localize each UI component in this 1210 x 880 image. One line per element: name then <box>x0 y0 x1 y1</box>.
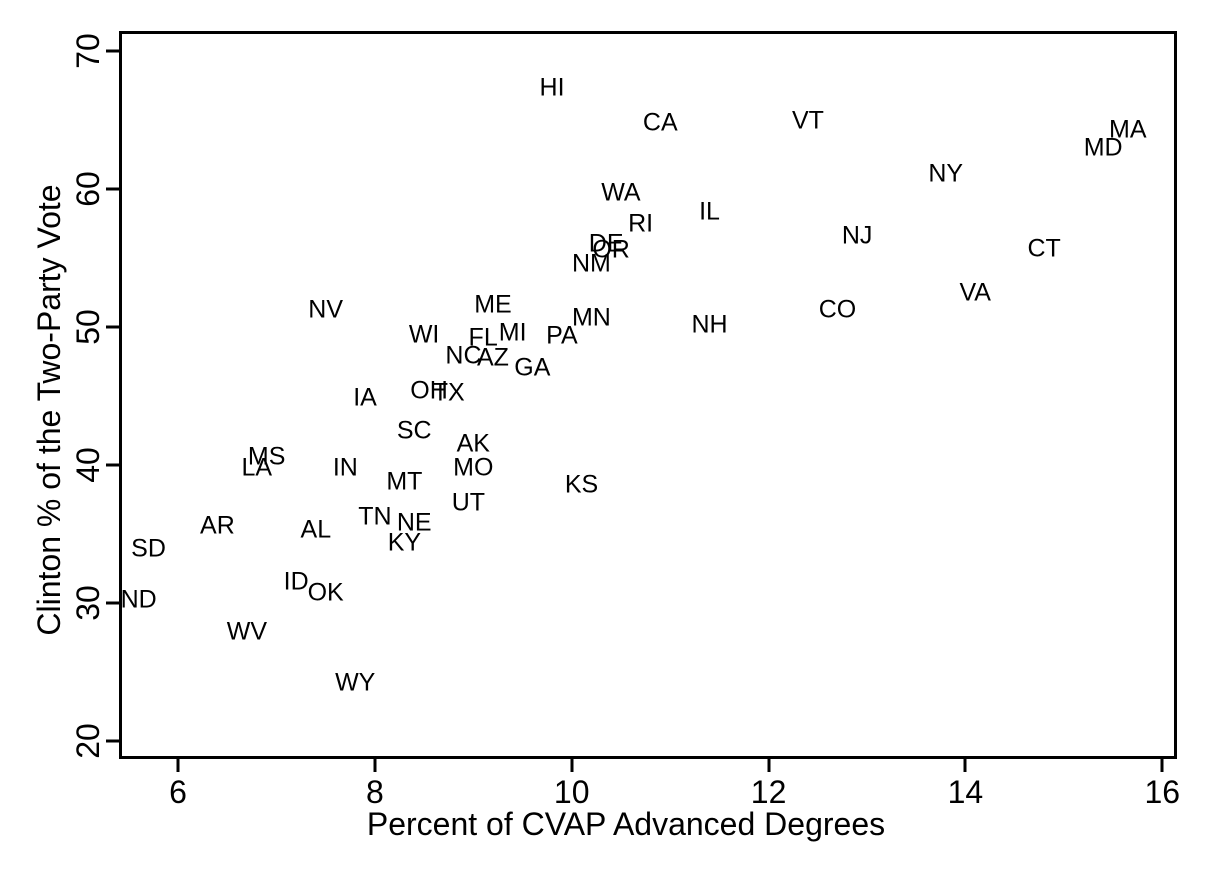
state-label-CA: CA <box>642 108 678 137</box>
y-tick-mark-20 <box>106 739 119 743</box>
y-tick-label-70: 70 <box>70 33 106 69</box>
state-label-SD: SD <box>131 534 166 563</box>
state-label-OK: OK <box>307 578 344 607</box>
state-label-MA: MA <box>1109 115 1147 144</box>
state-label-MT: MT <box>386 467 423 496</box>
state-label-LA: LA <box>241 453 273 482</box>
state-label-OH: OH <box>410 376 448 405</box>
state-label-TX: TX <box>432 378 465 407</box>
state-label-CT: CT <box>1027 234 1061 263</box>
plot-frame <box>119 31 1177 759</box>
state-label-ND: ND <box>120 585 157 614</box>
state-label-OR: OR <box>592 235 630 264</box>
state-label-DE: DE <box>588 229 624 258</box>
state-label-MO: MO <box>453 453 494 482</box>
state-label-AZ: AZ <box>477 343 509 372</box>
state-label-WI: WI <box>408 320 440 349</box>
state-label-NY: NY <box>928 159 964 188</box>
state-label-KS: KS <box>564 470 599 499</box>
state-label-CO: CO <box>818 295 857 324</box>
y-tick-label-40: 40 <box>70 447 106 483</box>
state-label-RI: RI <box>628 209 654 238</box>
y-tick-mark-50 <box>106 325 119 329</box>
state-label-MN: MN <box>571 303 611 332</box>
x-tick-mark-14 <box>963 759 967 772</box>
y-tick-label-60: 60 <box>70 171 106 207</box>
state-label-MS: MS <box>247 442 286 471</box>
state-label-NE: NE <box>396 508 432 537</box>
y-tick-label-20: 20 <box>70 723 106 759</box>
y-tick-mark-70 <box>106 49 119 53</box>
state-label-WA: WA <box>601 178 641 207</box>
state-label-FL: FL <box>468 323 498 352</box>
state-label-SC: SC <box>396 416 432 445</box>
state-label-VT: VT <box>791 106 824 135</box>
x-axis-title: Percent of CVAP Advanced Degrees <box>366 806 886 842</box>
state-label-AR: AR <box>200 511 235 540</box>
state-label-VA: VA <box>959 278 991 307</box>
y-axis-title: Clinton % of the Two-Party Vote <box>31 184 67 636</box>
state-label-KY: KY <box>387 528 422 557</box>
state-label-AK: AK <box>456 429 490 458</box>
x-tick-mark-8 <box>373 759 377 772</box>
state-label-NM: NM <box>571 249 611 278</box>
state-label-IA: IA <box>353 383 377 412</box>
state-label-MI: MI <box>498 318 527 347</box>
state-label-MD: MD <box>1083 133 1123 162</box>
y-tick-mark-40 <box>106 463 119 467</box>
state-label-WV: WV <box>226 617 268 646</box>
state-label-IN: IN <box>332 453 358 482</box>
state-label-ID: ID <box>283 567 309 596</box>
x-tick-mark-16 <box>1160 759 1164 772</box>
state-label-HI: HI <box>539 73 565 102</box>
state-label-NH: NH <box>691 310 728 339</box>
y-tick-label-50: 50 <box>70 309 106 345</box>
x-tick-mark-6 <box>176 759 180 772</box>
state-label-GA: GA <box>514 353 551 382</box>
y-tick-mark-60 <box>106 187 119 191</box>
state-label-NJ: NJ <box>841 221 873 250</box>
x-tick-mark-10 <box>570 759 574 772</box>
x-tick-label-6: 6 <box>169 774 187 810</box>
state-label-TN: TN <box>358 502 392 531</box>
state-label-ME: ME <box>474 290 512 319</box>
state-label-NC: NC <box>445 341 482 370</box>
state-label-AL: AL <box>300 515 332 544</box>
state-label-WY: WY <box>335 668 376 697</box>
x-tick-label-10: 10 <box>553 774 590 810</box>
y-tick-label-30: 30 <box>70 585 106 621</box>
state-label-UT: UT <box>451 488 486 517</box>
y-tick-mark-30 <box>106 601 119 605</box>
x-tick-label-14: 14 <box>947 774 984 810</box>
x-tick-label-8: 8 <box>365 774 384 810</box>
state-label-PA: PA <box>546 321 578 350</box>
x-tick-label-16: 16 <box>1144 774 1181 810</box>
x-tick-label-12: 12 <box>750 774 787 810</box>
state-label-IL: IL <box>699 197 720 226</box>
x-tick-mark-12 <box>767 759 771 772</box>
state-label-NV: NV <box>308 295 344 324</box>
